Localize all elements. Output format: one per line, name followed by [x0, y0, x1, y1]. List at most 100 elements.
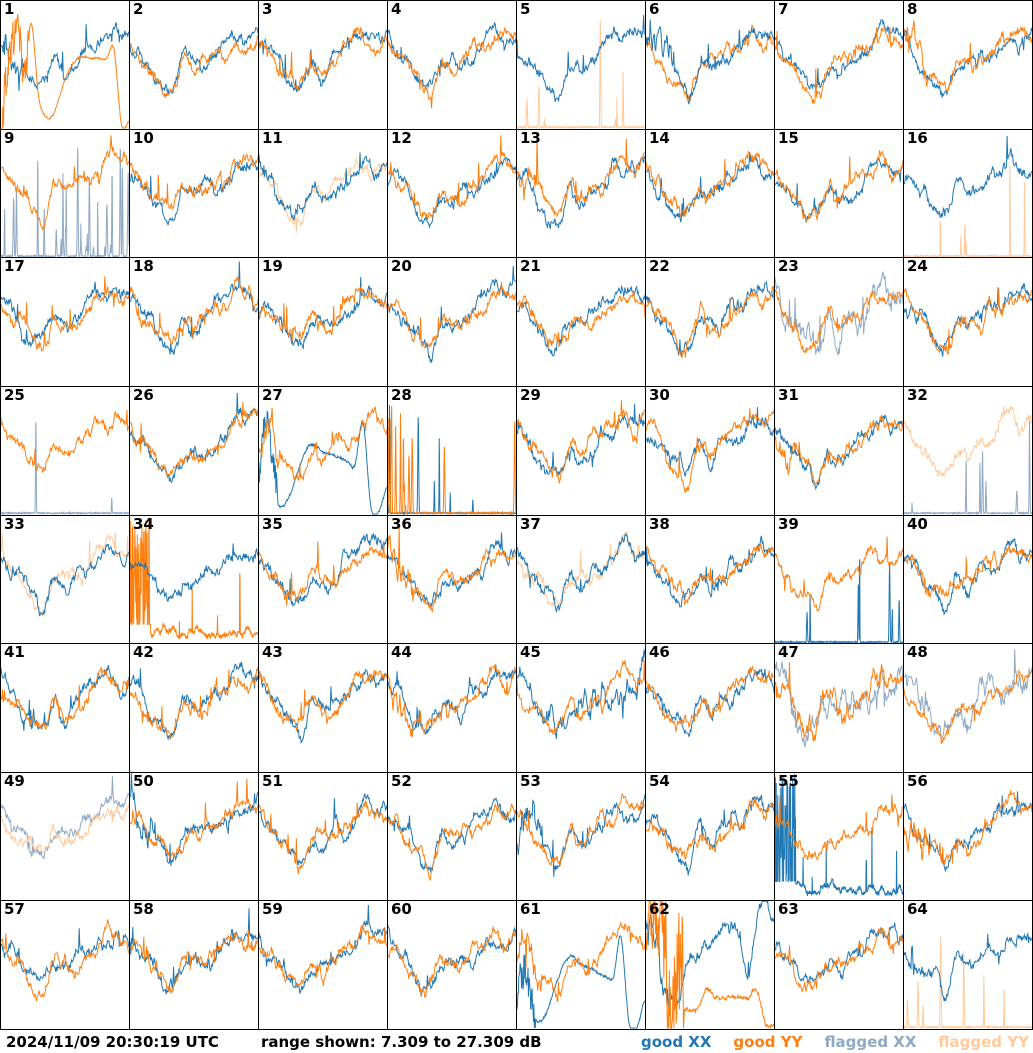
spectrum-panel-47: 47	[775, 644, 903, 772]
spectrum-panel-30: 30	[646, 386, 774, 515]
legend: good XX good YY flagged XX flagged YY	[641, 1033, 1029, 1051]
spectrum-plot	[904, 649, 1032, 745]
trace-flagged-xx	[775, 271, 903, 356]
trace-good-yy	[1, 919, 129, 1003]
panel-number: 34	[133, 515, 154, 533]
spectrum-panel-35: 35	[259, 515, 387, 644]
trace-good-yy	[1, 134, 129, 231]
spectrum-plot	[130, 908, 258, 995]
trace-good-yy	[517, 921, 645, 1003]
trace-good-yy	[904, 790, 1032, 865]
trace-good-yy	[904, 544, 1032, 598]
trace-good-xx	[130, 261, 258, 356]
trace-good-yy	[259, 406, 387, 481]
spectrum-plot	[904, 932, 1032, 1029]
spectrum-plot	[517, 921, 645, 1029]
legend-item-flagged-xx: flagged XX	[824, 1032, 917, 1051]
spectrum-panel-19: 19	[259, 258, 387, 386]
trace-good-yy	[646, 543, 774, 605]
trace-good-yy	[130, 402, 258, 478]
spectrum-plot	[904, 790, 1032, 873]
trace-good-yy	[775, 414, 903, 485]
panel-number: 24	[907, 258, 928, 276]
spectrum-plot	[646, 534, 774, 608]
panel-number: 41	[4, 644, 25, 662]
spectrum-panel-22: 22	[646, 258, 774, 386]
trace-good-yy	[904, 20, 1032, 93]
spectrum-plot	[388, 135, 516, 229]
trace-good-yy	[646, 24, 774, 101]
spectrum-plot	[517, 284, 645, 357]
spectrum-plot	[1, 665, 129, 732]
trace-good-yy	[388, 405, 516, 515]
panel-number: 38	[649, 515, 670, 533]
spectrum-plot	[517, 530, 645, 612]
spectrum-plot	[517, 649, 645, 740]
trace-good-xx	[388, 156, 516, 229]
spectrum-panel-27: 27	[259, 386, 387, 515]
trace-flagged-yy	[517, 530, 645, 608]
trace-good-yy	[388, 926, 516, 999]
legend-item-flagged-yy: flagged YY	[938, 1032, 1029, 1051]
spectrum-panel-49: 49	[1, 772, 129, 901]
spectrum-plot	[646, 665, 774, 738]
spectrum-plot	[1, 531, 129, 617]
spectrum-plot	[904, 20, 1032, 98]
panel-number: 50	[133, 772, 154, 790]
spectrum-panel-60: 60	[388, 901, 516, 1029]
trace-good-yy	[259, 925, 387, 988]
trace-good-xx	[517, 404, 645, 476]
panel-number: 19	[262, 258, 283, 276]
trace-good-yy	[904, 668, 1032, 745]
trace-good-xx	[646, 901, 774, 1017]
panel-number: 28	[391, 386, 412, 404]
spectrum-panel-17: 17	[1, 258, 129, 386]
spectrum-plot	[517, 399, 645, 485]
trace-good-yy	[259, 669, 387, 732]
legend-item-good-yy: good YY	[733, 1032, 803, 1051]
spectrum-panel-5: 5	[517, 1, 645, 129]
panel-number: 47	[778, 644, 799, 662]
panel-number: 40	[907, 515, 928, 533]
panel-number: 32	[907, 386, 928, 404]
panel-number: 25	[4, 386, 25, 404]
spectrum-plot	[130, 520, 258, 640]
spectrum-panel-31: 31	[775, 386, 903, 515]
spectrum-panel-40: 40	[904, 515, 1032, 644]
panel-number: 8	[907, 1, 918, 18]
spectrum-panel-52: 52	[388, 772, 516, 901]
spectrum-panel-37: 37	[517, 515, 645, 644]
spectrum-panel-50: 50	[130, 772, 258, 901]
panel-number: 27	[262, 386, 283, 404]
panel-number: 46	[649, 644, 670, 662]
spectrum-plot	[904, 537, 1032, 616]
trace-good-xx	[904, 932, 1032, 1002]
spectrum-plot	[388, 664, 516, 738]
spectrum-plot	[1, 775, 129, 860]
trace-good-yy	[775, 290, 903, 354]
spectrum-plot	[130, 26, 258, 98]
spectrum-plot	[775, 413, 903, 491]
trace-good-xx	[775, 413, 903, 491]
spectrum-plot	[130, 153, 258, 225]
trace-good-yy	[130, 276, 258, 345]
spectrum-panel-32: 32	[904, 386, 1032, 515]
spectrum-plot	[775, 149, 903, 223]
trace-good-xx	[517, 15, 645, 102]
panel-number: 1	[4, 1, 15, 18]
spectrum-plot	[1, 13, 129, 129]
trace-good-xx	[130, 773, 258, 866]
spectrum-panel-29: 29	[517, 386, 645, 515]
spectrum-panel-10: 10	[130, 129, 258, 258]
spectrum-plot	[388, 526, 516, 613]
spectrum-panel-8: 8	[904, 1, 1032, 129]
spectrum-plot	[259, 669, 387, 745]
trace-good-yy	[517, 136, 645, 218]
trace-good-xx	[775, 18, 903, 91]
spectrum-panel-23: 23	[775, 258, 903, 386]
trace-good-yy	[130, 153, 258, 210]
panel-number: 4	[391, 1, 402, 18]
spectrum-panel-33: 33	[1, 515, 129, 644]
range-label: range shown: 7.309 to 27.309 dB	[260, 1032, 542, 1051]
spectrum-panel-44: 44	[388, 644, 516, 772]
